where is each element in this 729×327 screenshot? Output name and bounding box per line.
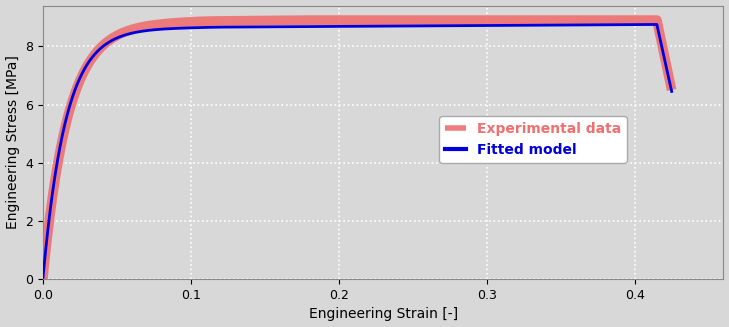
Legend: Experimental data, Fitted model: Experimental data, Fitted model [439,116,626,163]
Experimental data [39,277,47,281]
Experimental data [454,18,463,22]
Experimental data [536,18,545,22]
Fitted model [453,24,462,28]
Fitted model [39,277,47,281]
Fitted model [652,23,661,26]
Fitted model [654,29,663,33]
Fitted model [321,25,330,28]
Fitted model [667,90,676,94]
Y-axis label: Engineering Stress [MPa]: Engineering Stress [MPa] [6,55,20,229]
Line: Fitted model: Fitted model [43,25,671,279]
X-axis label: Engineering Strain [-]: Engineering Strain [-] [308,307,458,321]
Experimental data [296,18,305,22]
Experimental data [654,26,663,29]
Fitted model [154,27,163,31]
Experimental data [173,21,182,25]
Line: Experimental data: Experimental data [43,20,671,279]
Fitted model [173,26,182,30]
Fitted model [534,23,543,27]
Experimental data [323,18,332,22]
Experimental data [154,23,163,26]
Experimental data [667,88,676,92]
